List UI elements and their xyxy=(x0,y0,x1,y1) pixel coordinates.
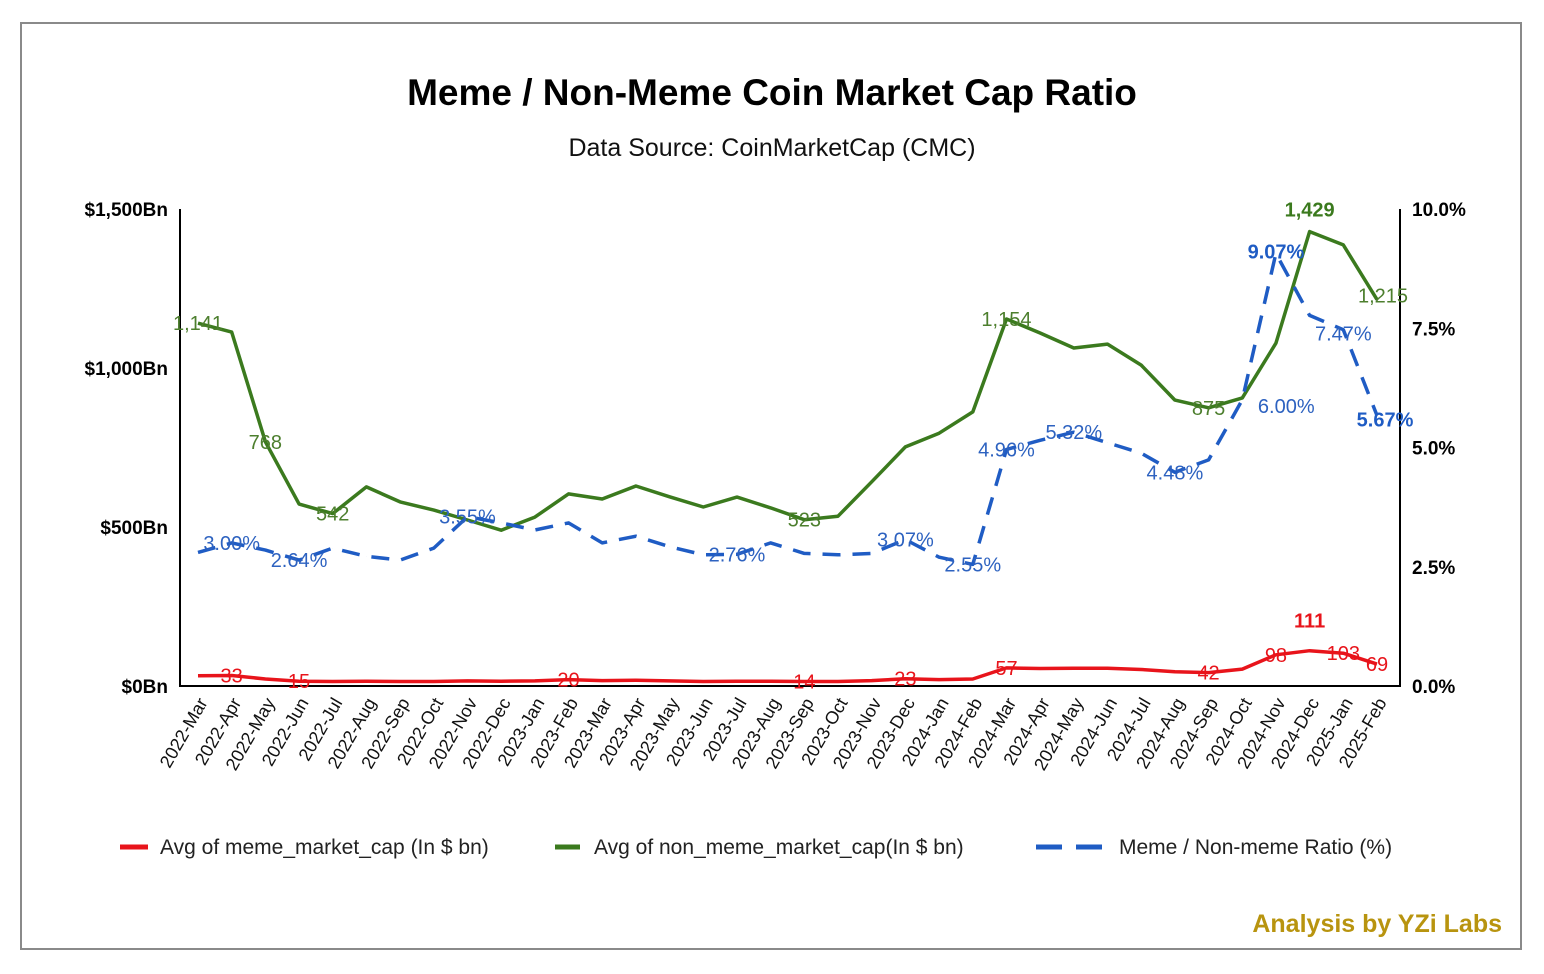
data-label: 1,141 xyxy=(173,313,223,335)
data-label: 523 xyxy=(788,510,821,532)
data-label: 875 xyxy=(1192,398,1225,420)
data-label: 3.00% xyxy=(203,533,260,555)
chart-title: Meme / Non-Meme Coin Market Cap Ratio xyxy=(407,72,1137,113)
right-tick-label: 2.5% xyxy=(1412,558,1455,579)
data-label: 5.32% xyxy=(1045,422,1102,444)
data-label: 20 xyxy=(557,670,579,692)
series-line-non-meme xyxy=(197,229,1379,532)
data-label: 15 xyxy=(288,671,310,693)
right-tick-label: 0.0% xyxy=(1412,677,1455,698)
legend-label: Meme / Non-meme Ratio (%) xyxy=(1119,836,1392,859)
data-label: 69 xyxy=(1366,654,1388,676)
data-label: 2.55% xyxy=(944,554,1001,576)
chart-subtitle: Data Source: CoinMarketCap (CMC) xyxy=(568,134,976,162)
data-label: 1,154 xyxy=(981,309,1031,331)
data-label: 57 xyxy=(995,658,1017,680)
credit-watermark: Analysis by YZi Labs xyxy=(1252,910,1502,938)
data-label: 2.76% xyxy=(709,544,766,566)
data-label: 111 xyxy=(1294,611,1325,633)
data-label: 542 xyxy=(316,504,349,526)
data-label: 1,429 xyxy=(1285,200,1335,222)
right-tick-label: 10.0% xyxy=(1412,200,1466,221)
data-label: 1,215 xyxy=(1358,286,1408,308)
legend-label: Avg of non_meme_market_cap(In $ bn) xyxy=(594,836,964,859)
data-label: 14 xyxy=(793,672,815,694)
data-label: 42 xyxy=(1197,663,1219,685)
left-tick-label: $1,000Bn xyxy=(85,359,168,380)
series-line-ratio xyxy=(197,251,1379,567)
data-label: 98 xyxy=(1265,645,1287,667)
data-label: 768 xyxy=(249,432,282,454)
data-label: 4.48% xyxy=(1147,462,1204,484)
data-label: 33 xyxy=(221,666,243,688)
data-label: 9.07% xyxy=(1248,241,1305,263)
data-label: 3.55% xyxy=(439,507,496,529)
left-tick-label: $500Bn xyxy=(100,518,168,539)
data-label: 6.00% xyxy=(1258,396,1315,418)
data-label: 23 xyxy=(894,669,916,691)
data-label: 5.67% xyxy=(1357,410,1414,432)
series-line-meme xyxy=(197,648,1378,684)
right-tick-label: 5.0% xyxy=(1412,439,1455,460)
data-label: 4.96% xyxy=(978,439,1035,461)
data-label: 103 xyxy=(1327,643,1360,665)
left-tick-label: $0Bn xyxy=(122,677,168,698)
chart-frame xyxy=(20,22,1522,950)
legend-label: Avg of meme_market_cap (In $ bn) xyxy=(160,836,489,859)
data-label: 2.64% xyxy=(271,550,328,572)
right-tick-label: 7.5% xyxy=(1412,319,1455,340)
data-label: 7.47% xyxy=(1315,324,1372,346)
data-label: 3.07% xyxy=(877,530,934,552)
left-tick-label: $1,500Bn xyxy=(85,200,168,221)
